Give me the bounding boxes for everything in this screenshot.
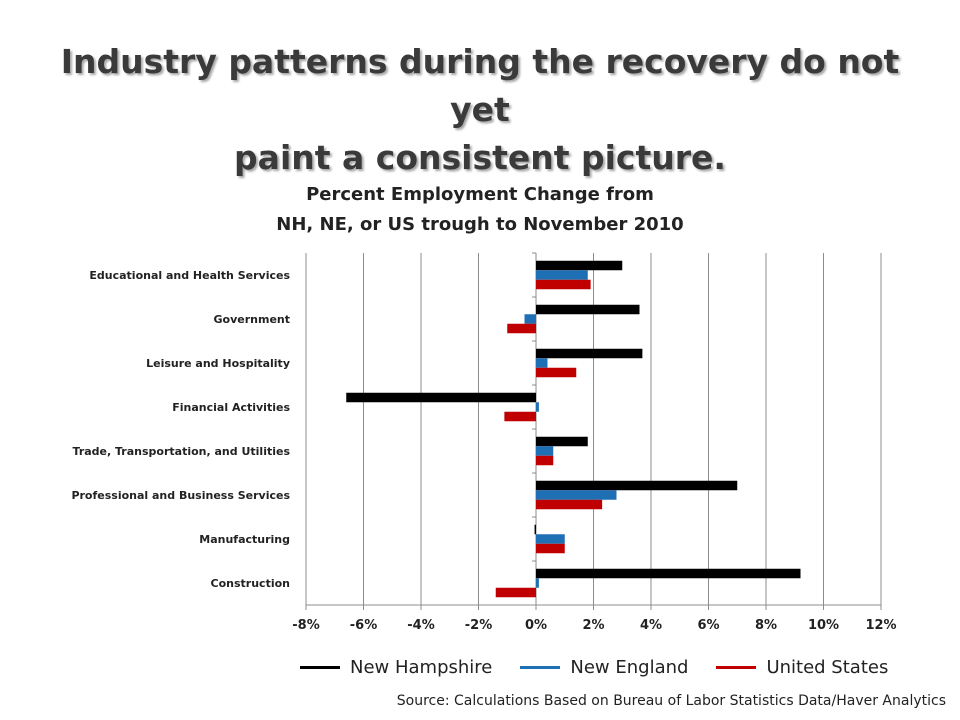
x-tick-label: 6% — [697, 618, 719, 633]
bar-united-states — [507, 323, 536, 334]
bar-united-states — [536, 499, 603, 510]
bar-united-states — [536, 455, 554, 466]
bar-new-hampshire — [536, 436, 588, 447]
bar-new-hampshire — [536, 348, 643, 359]
chart-title-line1: Percent Employment Change from — [306, 184, 654, 205]
legend-label-united-states: United States — [766, 656, 889, 678]
chart-title-line2: NH, NE, or US trough to November 2010 — [276, 214, 684, 235]
legend-swatch-united-states — [716, 665, 757, 669]
legend-item-new-hampshire: New Hampshire — [300, 657, 492, 678]
category-label: Financial Activities — [172, 401, 290, 414]
bar-new-england — [536, 534, 565, 544]
bar-united-states — [504, 411, 536, 422]
bar-new-hampshire — [536, 568, 801, 579]
chart-title: Percent Employment Change from NH, NE, o… — [200, 180, 760, 240]
category-label: Trade, Transportation, and Utilities — [73, 445, 291, 458]
bar-united-states — [536, 367, 577, 378]
chart-legend: New Hampshire New England United States — [300, 654, 940, 680]
bar-new-hampshire — [536, 304, 640, 315]
bar-new-hampshire — [536, 480, 738, 491]
bar-new-england — [536, 578, 539, 588]
bar-new-england — [536, 446, 554, 456]
x-tick-label: 4% — [640, 618, 662, 633]
category-label: Government — [214, 313, 290, 326]
slide-title-line1: Industry patterns during the recovery do… — [60, 42, 900, 129]
bar-new-hampshire — [534, 524, 536, 535]
category-label: Educational and Health Services — [89, 269, 290, 282]
legend-swatch-new-england — [520, 665, 561, 669]
x-tick-label: 2% — [582, 618, 604, 633]
bar-new-england — [536, 358, 548, 368]
legend-swatch-new-hampshire — [300, 665, 340, 669]
x-tick-label: -8% — [292, 618, 319, 633]
source-note: Source: Calculations Based on Bureau of … — [396, 693, 946, 709]
x-tick-label: 8% — [755, 618, 777, 633]
x-tick-label: 10% — [808, 618, 839, 633]
bar-new-england — [524, 314, 536, 324]
slide-title: Industry patterns during the recovery do… — [30, 38, 930, 182]
slide-title-line2: paint a consistent picture. — [234, 138, 726, 177]
bar-united-states — [536, 543, 565, 554]
bar-new-england — [536, 402, 539, 412]
x-tick-label: 12% — [865, 618, 896, 633]
bar-new-england — [536, 270, 588, 280]
category-label: Construction — [211, 577, 290, 590]
bar-new-hampshire — [346, 392, 536, 403]
bar-united-states — [536, 279, 591, 290]
category-label: Manufacturing — [199, 533, 290, 546]
x-tick-label: -6% — [350, 618, 377, 633]
x-tick-label: 0% — [525, 618, 547, 633]
category-label: Professional and Business Services — [71, 489, 290, 502]
bar-new-hampshire — [536, 260, 623, 271]
legend-label-new-hampshire: New Hampshire — [350, 656, 493, 678]
x-tick-label: -2% — [465, 618, 492, 633]
x-tick-label: -4% — [407, 618, 434, 633]
legend-item-new-england: New England — [520, 657, 688, 678]
legend-label-new-england: New England — [570, 656, 689, 678]
bar-new-england — [536, 490, 617, 500]
legend-item-united-states: United States — [716, 657, 888, 678]
bar-united-states — [495, 587, 536, 598]
category-label: Leisure and Hospitality — [146, 357, 290, 370]
